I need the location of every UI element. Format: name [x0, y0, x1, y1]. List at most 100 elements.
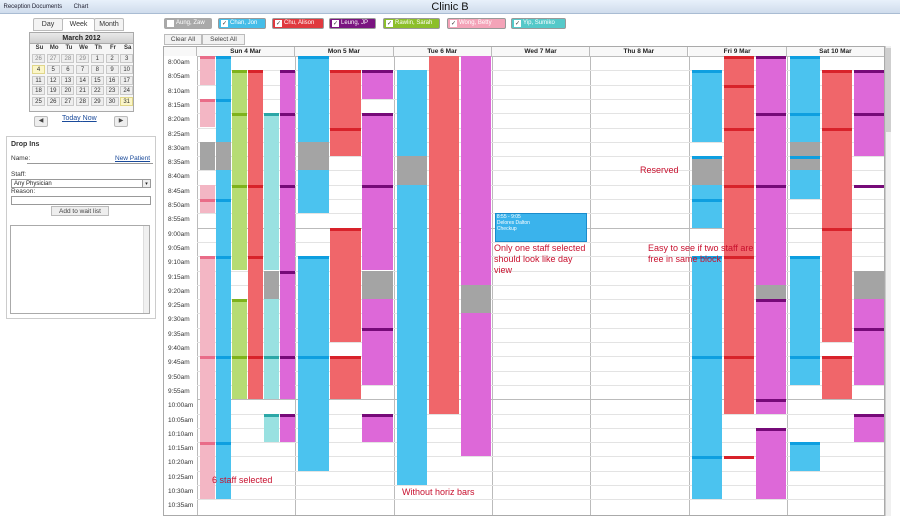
- clear-all-button[interactable]: Clear All: [164, 34, 202, 45]
- appointment-block[interactable]: [460, 284, 492, 314]
- appointment-block[interactable]: [232, 98, 247, 185]
- appointment-block[interactable]: [200, 98, 215, 128]
- staff-select[interactable]: Any Physician ▾: [11, 179, 151, 188]
- today-link-label[interactable]: Today: [62, 115, 81, 122]
- appointment-block[interactable]: [298, 256, 329, 471]
- calendar-day[interactable]: 28: [76, 97, 90, 107]
- calendar-day[interactable]: 14: [76, 75, 90, 85]
- appointment-block[interactable]: [264, 299, 279, 357]
- calendar-day[interactable]: 13: [61, 75, 75, 85]
- staff-checkbox[interactable]: ✓: [450, 20, 457, 27]
- appointment-block[interactable]: [789, 56, 821, 199]
- view-tab-day[interactable]: Day: [33, 18, 63, 31]
- calendar-day[interactable]: 20: [61, 86, 75, 96]
- calendar-day[interactable]: 30: [105, 97, 119, 107]
- calendar-day[interactable]: 22: [90, 86, 104, 96]
- view-tab-week[interactable]: Week: [62, 18, 95, 31]
- calendar-day[interactable]: 23: [105, 86, 119, 96]
- calendar-day[interactable]: 1: [90, 54, 104, 63]
- next-month-button[interactable]: ▶: [114, 116, 128, 127]
- appointment-block[interactable]: [362, 113, 393, 271]
- appointment-block[interactable]: [264, 156, 279, 271]
- appointment-block[interactable]: [330, 356, 361, 400]
- wait-list[interactable]: [10, 225, 150, 314]
- appointment-block[interactable]: [362, 70, 393, 99]
- appointment-block[interactable]: [330, 227, 361, 342]
- new-patient-link[interactable]: New Patient: [115, 155, 151, 162]
- appointment-block[interactable]: [789, 256, 821, 385]
- staff-chip-2[interactable]: ✓ Chu, Alison: [272, 18, 324, 29]
- staff-checkbox[interactable]: ✓: [275, 20, 282, 27]
- appointment-block[interactable]: [232, 356, 247, 400]
- appointment-block[interactable]: [821, 356, 853, 400]
- appointment-block[interactable]: [789, 442, 821, 471]
- appointment-block[interactable]: [755, 56, 786, 414]
- appointment-block[interactable]: [396, 156, 428, 185]
- appointment-block[interactable]: [280, 413, 295, 443]
- calendar-day[interactable]: 2: [105, 54, 119, 63]
- calendar-day[interactable]: 27: [61, 97, 75, 107]
- appointment-block[interactable]: [330, 70, 361, 157]
- appointment-block[interactable]: [755, 284, 786, 300]
- appointment-block[interactable]: [264, 413, 279, 443]
- top-tab-documents[interactable]: Documents: [31, 4, 63, 10]
- calendar-day[interactable]: 29: [76, 54, 90, 63]
- appointment-block[interactable]: [755, 427, 786, 500]
- calendar-day[interactable]: 3: [120, 54, 134, 63]
- appointment-block[interactable]: [298, 141, 329, 171]
- appointment-block[interactable]: [232, 70, 247, 99]
- staff-checkbox[interactable]: [167, 20, 174, 27]
- calendar-day[interactable]: 17: [120, 75, 134, 85]
- staff-chip-0[interactable]: Aung, Zaw: [164, 18, 212, 29]
- appointment-block[interactable]: [362, 413, 393, 443]
- appointment-block[interactable]: [248, 70, 263, 400]
- calendar-day[interactable]: 25: [32, 97, 45, 107]
- appointment-block[interactable]: [200, 56, 215, 85]
- appointment-block[interactable]: [280, 70, 295, 400]
- appointment-event[interactable]: 8:55 - 9:05 Delores Dalton Checkup: [494, 213, 588, 242]
- appointment-block[interactable]: [691, 156, 722, 185]
- appointment-block[interactable]: [396, 70, 428, 485]
- appointment-block[interactable]: [853, 413, 884, 443]
- appointment-block[interactable]: [200, 256, 215, 500]
- calendar-day[interactable]: 8: [90, 64, 104, 74]
- appointment-block[interactable]: [428, 56, 460, 414]
- calendar-day[interactable]: 21: [76, 86, 90, 96]
- calendar-day[interactable]: 12: [46, 75, 60, 85]
- wait-list-scrollbar[interactable]: [143, 226, 149, 313]
- appointment-block[interactable]: [200, 184, 215, 214]
- calendar-day[interactable]: 4: [32, 64, 45, 74]
- appointment-block[interactable]: [362, 270, 393, 300]
- staff-checkbox[interactable]: ✓: [386, 20, 393, 27]
- appointment-block[interactable]: [853, 270, 884, 300]
- appointment-block[interactable]: [232, 184, 247, 271]
- calendar-day[interactable]: 16: [105, 75, 119, 85]
- calendar-day[interactable]: 5: [46, 64, 60, 74]
- appointment-block[interactable]: [298, 56, 329, 214]
- appointment-block[interactable]: [691, 70, 722, 142]
- calendar-day[interactable]: 27: [46, 54, 60, 63]
- appointment-block[interactable]: [821, 70, 853, 342]
- week-schedule-grid[interactable]: Sun 4 Mar Mon 5 Mar Tue 6 Mar Wed 7 Mar Thu …: [163, 46, 885, 516]
- appointment-block[interactable]: [216, 141, 231, 171]
- calendar-day[interactable]: 28: [61, 54, 75, 63]
- select-all-button[interactable]: Select All: [202, 34, 245, 45]
- staff-chip-5[interactable]: ✓ Wong, Betty: [447, 18, 506, 29]
- view-tab-month[interactable]: Month: [94, 18, 124, 31]
- staff-chip-3[interactable]: ✓ Leung, JP: [329, 18, 376, 29]
- calendar-day[interactable]: 9: [105, 64, 119, 74]
- calendar-day[interactable]: 18: [32, 86, 45, 96]
- calendar-day[interactable]: 31: [120, 97, 134, 107]
- calendar-day[interactable]: 11: [32, 75, 45, 85]
- calendar-day[interactable]: 7: [76, 64, 90, 74]
- staff-checkbox[interactable]: ✓: [514, 20, 521, 27]
- appointment-block[interactable]: [200, 141, 215, 171]
- calendar-day[interactable]: 29: [90, 97, 104, 107]
- appointment-block[interactable]: [460, 56, 492, 457]
- schedule-scrollbar[interactable]: [885, 46, 891, 516]
- calendar-day[interactable]: 26: [32, 54, 45, 63]
- staff-chip-1[interactable]: ✓ Chan, Jon: [218, 18, 266, 29]
- calendar-day[interactable]: 24: [120, 86, 134, 96]
- staff-checkbox[interactable]: ✓: [332, 20, 339, 27]
- appointment-block[interactable]: [723, 56, 754, 414]
